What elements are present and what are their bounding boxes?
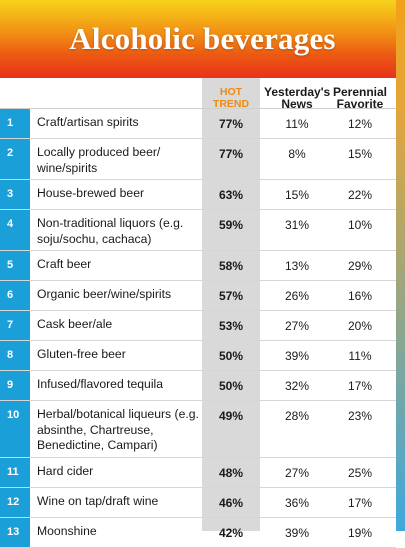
row-number: 12: [0, 488, 30, 517]
row-label: Cask beer/ale: [37, 317, 113, 331]
row-label: Hard cider: [37, 464, 94, 478]
header-hot-trend: HOT TREND: [202, 86, 260, 110]
row-label: Craft beer: [37, 257, 92, 271]
table-row: 7 Cask beer/ale 53% 27% 20%: [0, 311, 396, 341]
yesterdays-news-value: 26%: [284, 289, 310, 303]
yesterdays-news-value: 39%: [284, 526, 310, 540]
hot-trend-value: 63%: [218, 188, 244, 202]
hot-trend-value: 77%: [218, 147, 244, 161]
row-label: Craft/artisan spirits: [37, 115, 139, 129]
row-number: 2: [0, 139, 30, 179]
perennial-favorite-value: 20%: [347, 319, 373, 333]
table-row: 4 Non-traditional liquors (e.g. soju/soc…: [0, 210, 396, 251]
table-header: HOT TREND Yesterday's News Perennial Fav…: [0, 78, 396, 110]
perennial-favorite-value: 23%: [347, 409, 373, 423]
header-hot-line2: TREND: [212, 98, 250, 110]
table-row: 11 Hard cider 48% 27% 25%: [0, 458, 396, 488]
hot-trend-value: 46%: [218, 496, 244, 510]
row-label: Moonshine: [37, 524, 97, 538]
perennial-favorite-value: 11%: [348, 349, 372, 363]
perennial-favorite-value: 22%: [347, 188, 373, 202]
row-label: Organic beer/wine/spirits: [37, 287, 172, 301]
page-title: Alcoholic beverages: [69, 21, 336, 56]
row-label: Locally produced beer/ wine/spirits: [37, 145, 161, 175]
hot-trend-value: 77%: [218, 117, 244, 131]
hot-trend-value: 50%: [218, 379, 244, 393]
yesterdays-news-value: 8%: [288, 147, 306, 161]
yesterdays-news-value: 36%: [284, 496, 310, 510]
hot-trend-value: 53%: [218, 319, 244, 333]
yesterdays-news-value: 31%: [284, 218, 310, 232]
row-number: 8: [0, 341, 30, 370]
row-number: 1: [0, 109, 30, 138]
yesterdays-news-value: 13%: [284, 259, 310, 273]
yesterdays-news-value: 28%: [284, 409, 310, 423]
table-row: 1 Craft/artisan spirits 77% 11% 12%: [0, 109, 396, 139]
title-banner: Alcoholic beverages: [0, 0, 405, 78]
yesterdays-news-value: 32%: [284, 379, 310, 393]
header-yest-line1: Yesterday's: [264, 85, 331, 99]
perennial-favorite-value: 12%: [347, 117, 373, 131]
row-label: Infused/flavored tequila: [37, 377, 164, 391]
yesterdays-news-value: 11%: [285, 117, 309, 131]
header-per-line1: Perennial: [332, 85, 388, 99]
row-label: Wine on tap/draft wine: [37, 494, 159, 508]
table-row: 12 Wine on tap/draft wine 46% 36% 17%: [0, 488, 396, 518]
row-label: Gluten-free beer: [37, 347, 126, 361]
row-number: 5: [0, 251, 30, 280]
row-number: 13: [0, 518, 30, 547]
yesterdays-news-value: 27%: [284, 319, 310, 333]
perennial-favorite-value: 17%: [347, 496, 373, 510]
hot-trend-value: 42%: [218, 526, 244, 540]
right-accent-bar: [396, 0, 405, 531]
row-label: Herbal/botanical liqueurs (e.g. absinthe…: [37, 407, 199, 452]
row-label: Non-traditional liquors (e.g. soju/sochu…: [37, 216, 184, 246]
trends-table: HOT TREND Yesterday's News Perennial Fav…: [0, 78, 396, 548]
row-number: 11: [0, 458, 30, 487]
perennial-favorite-value: 16%: [347, 289, 373, 303]
header-per-line2: Favorite: [336, 97, 384, 111]
table-row: 10 Herbal/botanical liqueurs (e.g. absin…: [0, 401, 396, 458]
header-yesterdays-news: Yesterday's News: [264, 86, 330, 110]
hot-trend-column-shading: [202, 78, 260, 531]
hot-trend-value: 59%: [218, 218, 244, 232]
yesterdays-news-value: 15%: [284, 188, 310, 202]
header-yest-line2: News: [281, 97, 313, 111]
row-number: 4: [0, 210, 30, 250]
row-label: House-brewed beer: [37, 186, 145, 200]
table-row: 8 Gluten-free beer 50% 39% 11%: [0, 341, 396, 371]
hot-trend-value: 50%: [218, 349, 244, 363]
perennial-favorite-value: 17%: [347, 379, 373, 393]
table-row: 6 Organic beer/wine/spirits 57% 26% 16%: [0, 281, 396, 311]
row-number: 10: [0, 401, 30, 457]
perennial-favorite-value: 10%: [347, 218, 373, 232]
yesterdays-news-value: 39%: [284, 349, 310, 363]
table-row: 2 Locally produced beer/ wine/spirits 77…: [0, 139, 396, 180]
row-number: 9: [0, 371, 30, 400]
row-number: 6: [0, 281, 30, 310]
row-number: 7: [0, 311, 30, 340]
table-row: 13 Moonshine 42% 39% 19%: [0, 518, 396, 548]
perennial-favorite-value: 19%: [347, 526, 373, 540]
row-number: 3: [0, 180, 30, 209]
perennial-favorite-value: 15%: [347, 147, 373, 161]
perennial-favorite-value: 29%: [347, 259, 373, 273]
yesterdays-news-value: 27%: [284, 466, 310, 480]
header-hot-line1: HOT: [219, 86, 243, 98]
table-row: 5 Craft beer 58% 13% 29%: [0, 251, 396, 281]
hot-trend-value: 49%: [218, 409, 244, 423]
header-perennial-favorite: Perennial Favorite: [330, 86, 390, 110]
table-row: 3 House-brewed beer 63% 15% 22%: [0, 180, 396, 210]
hot-trend-value: 57%: [218, 289, 244, 303]
table-row: 9 Infused/flavored tequila 50% 32% 17%: [0, 371, 396, 401]
hot-trend-value: 58%: [218, 259, 244, 273]
hot-trend-value: 48%: [218, 466, 244, 480]
perennial-favorite-value: 25%: [347, 466, 373, 480]
